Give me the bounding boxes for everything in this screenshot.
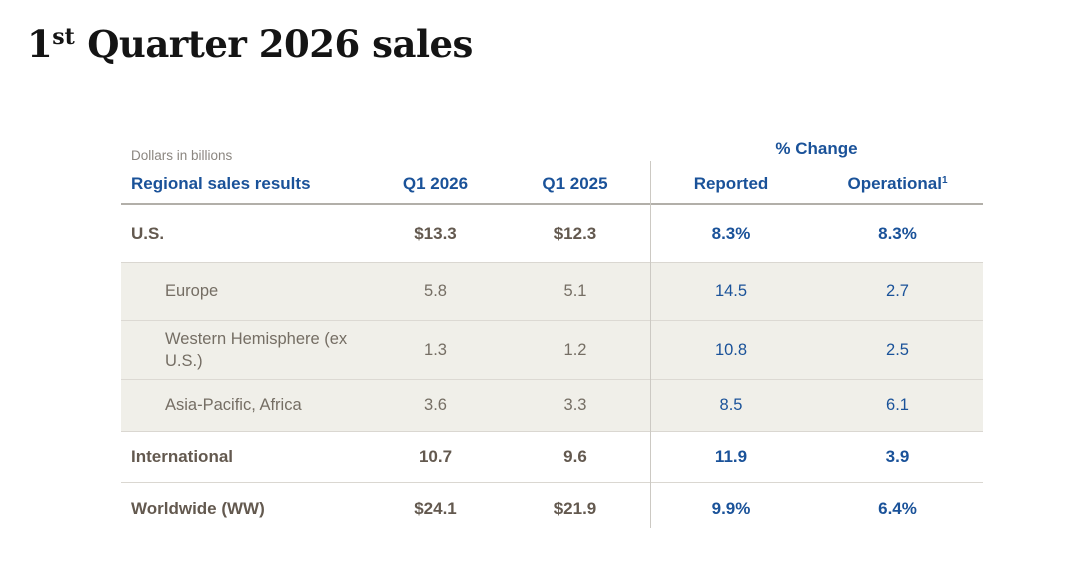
title-ordinal-suffix: st bbox=[52, 24, 75, 50]
col-header-q1-2026: Q1 2026 bbox=[402, 174, 469, 193]
table-row-worldwide: Worldwide (WW) $24.1 $21.9 9.9% 6.4% bbox=[121, 483, 983, 534]
table-note: Dollars in billions bbox=[131, 148, 233, 163]
table-row-asia-pacific-africa: Asia-Pacific, Africa 3.6 3.3 8.5 6.1 bbox=[121, 380, 983, 432]
pct-change-group-header: % Change bbox=[775, 139, 858, 158]
col-header-label: Regional sales results bbox=[131, 174, 311, 193]
table-row-international: International 10.7 9.6 11.9 3.9 bbox=[121, 432, 983, 483]
q1-2025-value: 5.1 bbox=[563, 282, 587, 300]
operational-change-value: 6.1 bbox=[886, 396, 909, 414]
operational-change-value: 2.7 bbox=[886, 282, 909, 300]
regional-sales-table: Dollars in billions % Change Regional sa… bbox=[121, 135, 983, 534]
q1-2025-value: 3.3 bbox=[563, 396, 587, 414]
operational-change-value: 2.5 bbox=[886, 340, 909, 359]
q1-2026-value: 1.3 bbox=[424, 340, 447, 359]
reported-change-value: 11.9 bbox=[714, 447, 748, 466]
q1-2025-value: $21.9 bbox=[553, 498, 597, 518]
row-label-text: Europe bbox=[165, 282, 219, 301]
reported-change-value: 8.3% bbox=[711, 223, 751, 243]
row-label: Western Hemisphere (ex U.S.) bbox=[121, 328, 371, 373]
table-row-western-hemisphere: Western Hemisphere (ex U.S.) 1.3 1.2 10.… bbox=[121, 321, 983, 380]
q1-2025-value: 9.6 bbox=[563, 447, 587, 466]
row-label-text: Asia-Pacific, Africa bbox=[165, 396, 302, 415]
table-header-top: Dollars in billions % Change bbox=[121, 135, 983, 165]
page-title: 1st Quarter 2026 sales bbox=[27, 22, 473, 66]
row-label: Asia-Pacific, Africa bbox=[121, 394, 371, 416]
operational-footnote-marker: 1 bbox=[941, 175, 948, 186]
reported-change-value: 8.5 bbox=[719, 396, 743, 414]
col-header-operational-text: Operational bbox=[847, 174, 942, 193]
operational-change-value: 6.4% bbox=[878, 498, 917, 518]
title-number: 1 bbox=[27, 22, 53, 66]
row-label: Worldwide (WW) bbox=[131, 498, 265, 518]
row-label: International bbox=[131, 447, 234, 466]
q1-2026-value: $24.1 bbox=[414, 498, 457, 518]
reported-change-value: 9.9% bbox=[711, 498, 751, 518]
table-column-headers: Regional sales results Q1 2026 Q1 2025 R… bbox=[121, 165, 983, 205]
reported-change-value: 10.8 bbox=[714, 340, 748, 359]
q1-2026-value: 3.6 bbox=[424, 396, 447, 414]
reported-change-value: 14.5 bbox=[714, 282, 748, 300]
row-label: U.S. bbox=[131, 223, 165, 243]
col-header-reported: Reported bbox=[693, 174, 769, 193]
q1-2026-value: $13.3 bbox=[414, 223, 457, 243]
table-row-us: U.S. $13.3 $12.3 8.3% 8.3% bbox=[121, 205, 983, 263]
operational-change-value: 3.9 bbox=[885, 447, 910, 466]
title-text: Quarter 2026 sales bbox=[74, 22, 473, 66]
row-label-text: Western Hemisphere (ex U.S.) bbox=[165, 329, 348, 370]
table-row-europe: Europe 5.8 5.1 14.5 2.7 bbox=[121, 263, 983, 321]
q1-2026-value: 10.7 bbox=[418, 447, 453, 466]
col-header-operational: Operational1 bbox=[812, 174, 983, 194]
q1-2026-value: 5.8 bbox=[424, 282, 447, 300]
operational-change-value: 8.3% bbox=[878, 223, 917, 243]
q1-2025-value: 1.2 bbox=[563, 340, 587, 359]
row-label: Europe bbox=[121, 280, 371, 302]
q1-2025-value: $12.3 bbox=[553, 223, 597, 243]
column-divider bbox=[650, 161, 651, 528]
col-header-q1-2025: Q1 2025 bbox=[542, 174, 608, 193]
